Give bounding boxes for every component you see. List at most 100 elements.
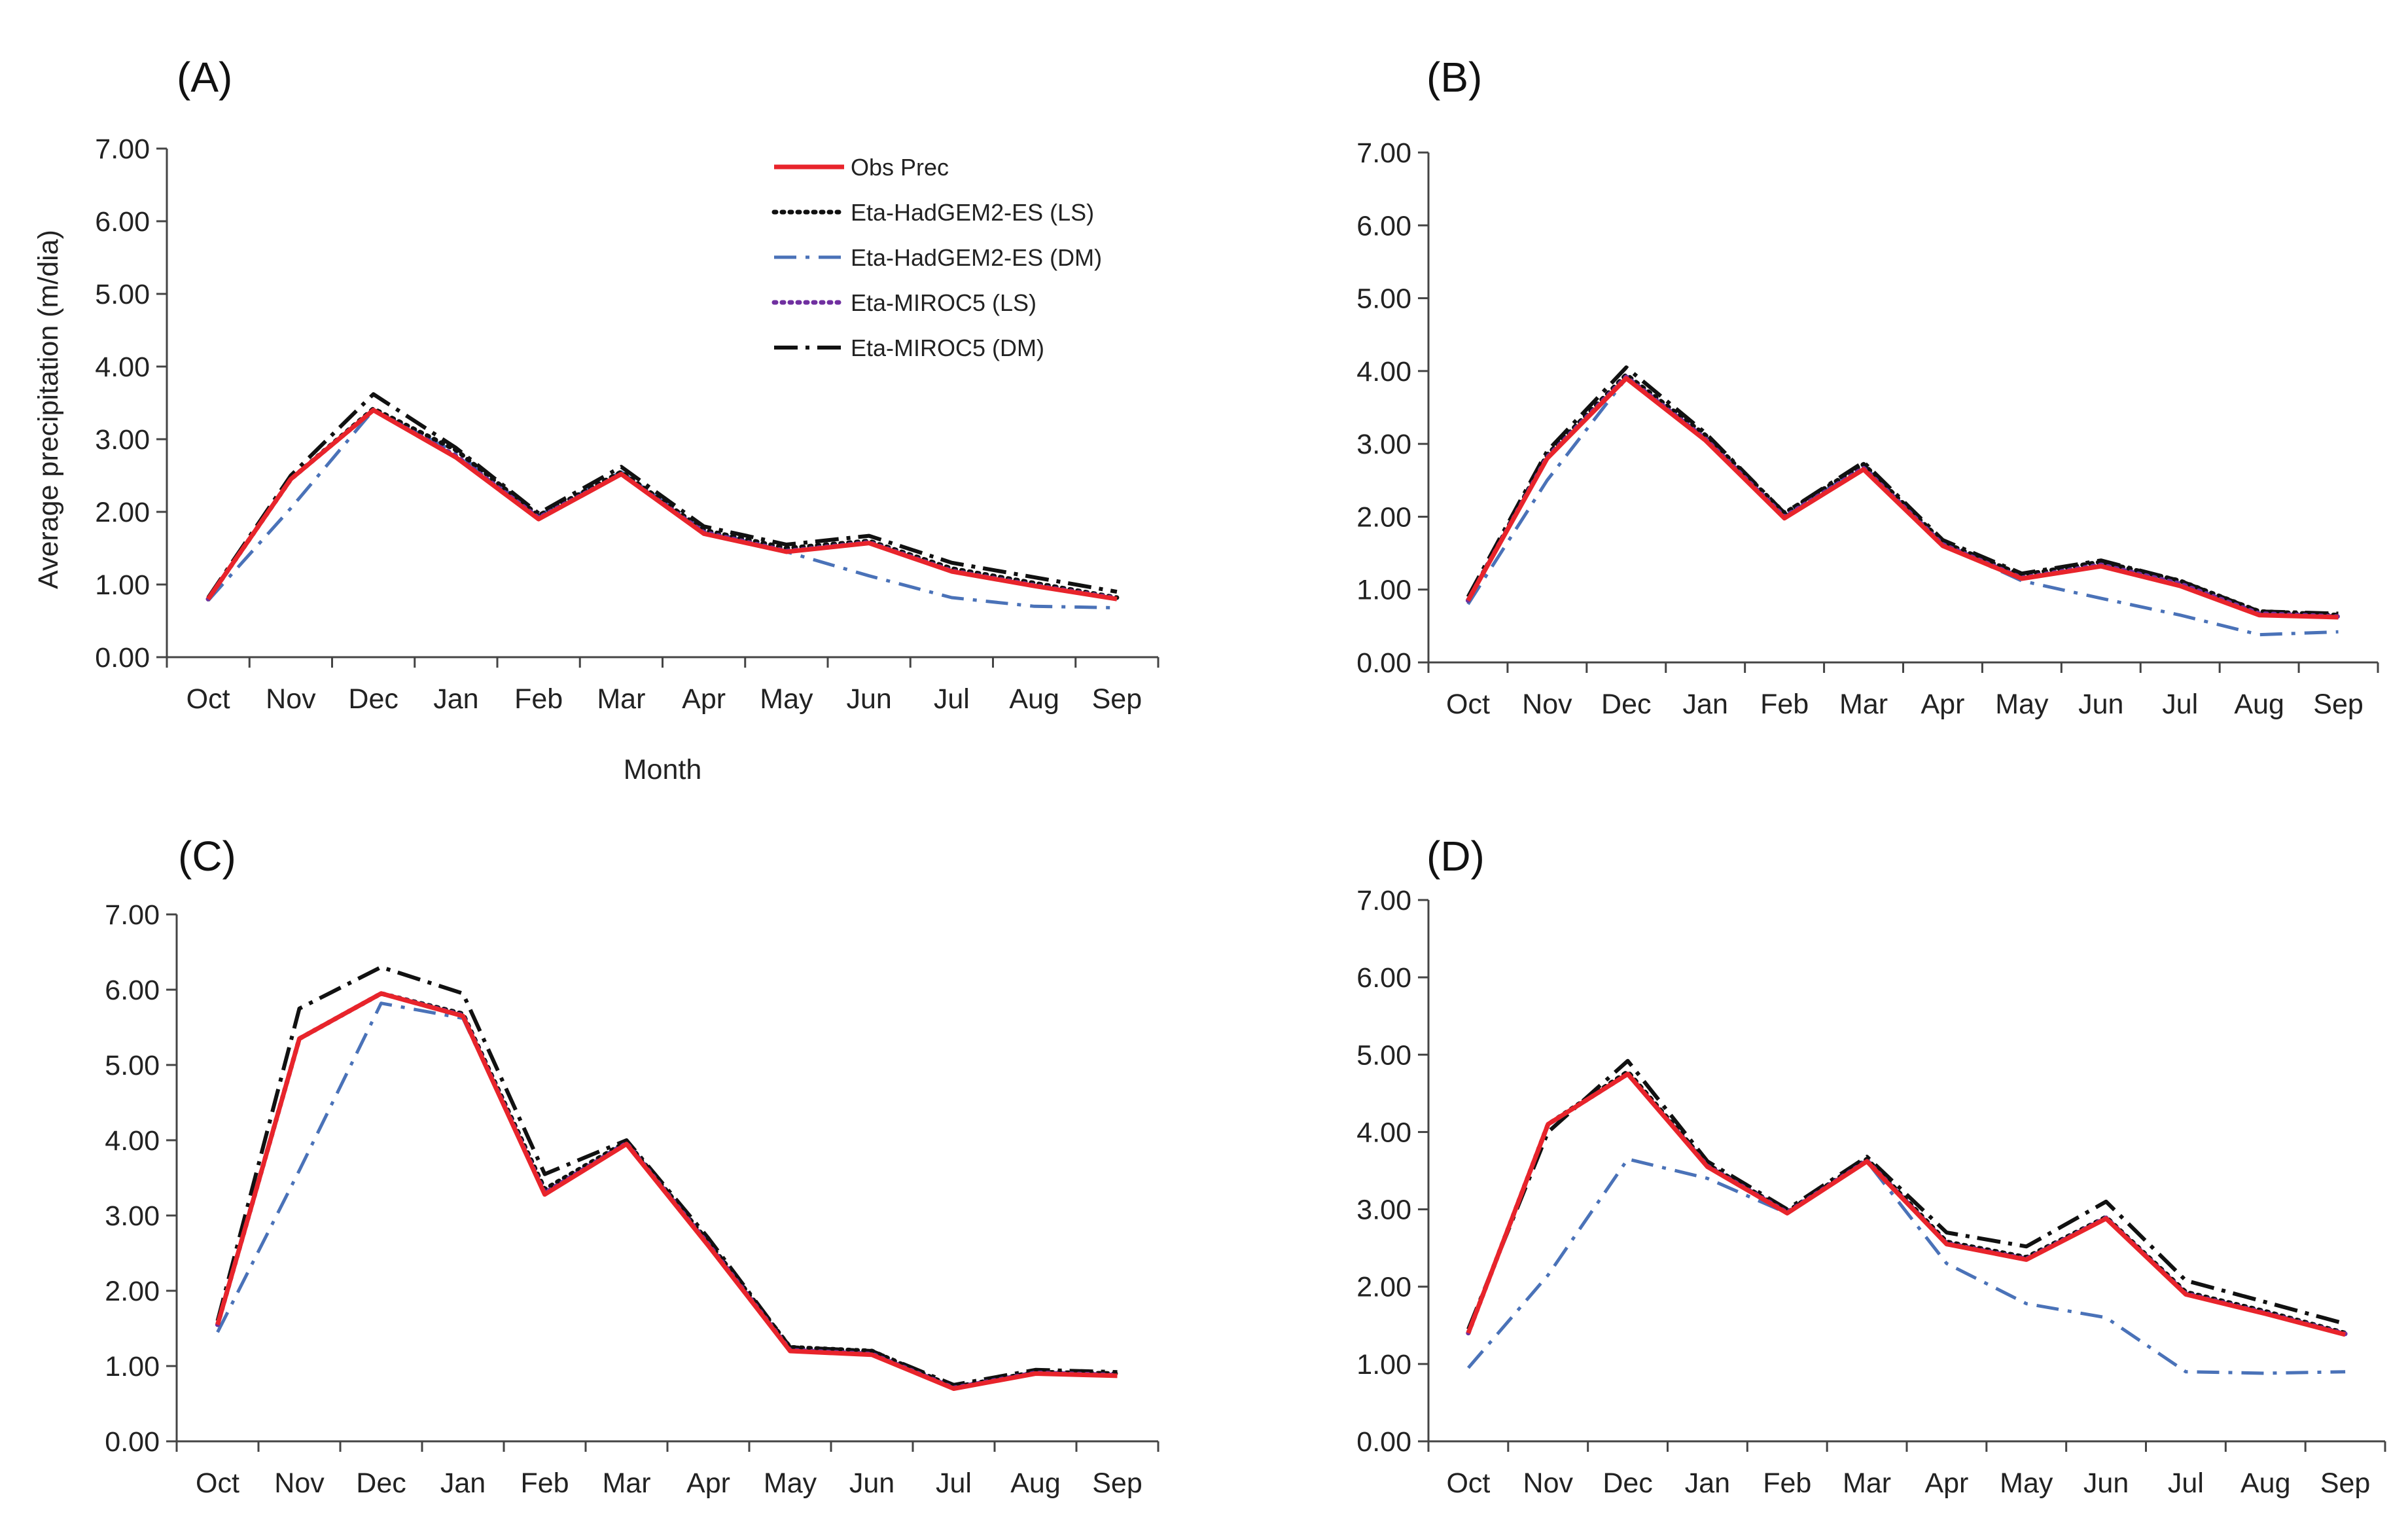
y-tick-label: 4.00 [1356,1117,1411,1148]
series-line-eta-miroc5-dm [206,392,1118,599]
y-tick-label: 4.00 [105,1125,160,1157]
panel-label: (D) [1426,833,1485,880]
x-tick-label: Mar [602,1468,650,1499]
x-tick-label: Jul [2162,689,2198,720]
x-tick-label: Jun [2083,1468,2129,1499]
y-tick-label: 1.00 [1356,1349,1411,1380]
x-tick-label: Aug [2234,689,2284,720]
y-tick-label: 3.00 [95,424,150,456]
x-tick-label: Sep [2313,689,2364,720]
x-tick-label: Apr [1924,1468,1968,1499]
legend-label: Obs Prec [851,154,949,181]
y-tick-label: 7.00 [1356,137,1411,169]
y-tick-label: 6.00 [105,975,160,1006]
y-tick-label: 5.00 [105,1050,160,1081]
series-line-eta-miroc5-dm [215,965,1118,1387]
series-line-obs-prec [215,991,1118,1391]
x-axis-title: Month [624,754,702,785]
panel-c: (C) 0.00 1.00 2.00 3.00 4.00 5.00 6.00 7.00 Oct No… [105,833,1160,1499]
x-tick-label: Oct [196,1468,239,1499]
panel-label: (B) [1426,54,1482,101]
y-tick-label: 0.00 [105,1426,160,1458]
x-tick-label: Oct [1446,689,1490,720]
y-tick-label: 7.00 [1356,885,1411,916]
legend-label: Eta-MIROC5 (DM) [851,334,1044,361]
x-tick-label: Dec [1602,1468,1652,1499]
y-tick-label: 6.00 [1356,962,1411,994]
x-tick-label: Oct [1446,1468,1490,1499]
x-tick-label: Oct [186,683,230,715]
y-tick-label: 5.00 [95,279,150,310]
x-tick-label: Jun [846,683,891,715]
x-tick-label: Nov [266,683,316,715]
y-tick-label: 1.00 [1356,575,1411,606]
y-tick-label: 3.00 [1356,1195,1411,1226]
series-line-obs-prec [1466,376,2339,620]
x-tick-label: Feb [1763,1468,1811,1499]
x-tick-label: Apr [686,1468,730,1499]
x-tick-label: Dec [356,1468,406,1499]
x-tick-label: Feb [1760,689,1809,720]
legend-label: Eta-HadGEM2-ES (DM) [851,244,1102,271]
x-tick-label: Nov [1522,689,1572,720]
x-tick-label: Jan [1683,689,1728,720]
y-tick-label: 2.00 [95,497,150,528]
x-tick-label: Jun [849,1468,894,1499]
x-tick-label: Apr [682,683,726,715]
y-tick-label: 3.00 [105,1200,160,1232]
y-tick-label: 7.00 [95,134,150,165]
x-tick-label: Jul [934,683,970,715]
panel-d: (D) 0.00 1.00 2.00 3.00 4.00 5.00 6.00 7.00 Oct No… [1356,833,2386,1499]
x-tick-label: May [764,1468,817,1499]
x-tick-label: Dec [348,683,398,715]
series-line-eta-hadgem2-es-dm [1467,1157,2346,1375]
x-tick-label: Mar [597,683,645,715]
legend-label: Eta-MIROC5 (LS) [851,289,1036,316]
y-tick-label: 5.00 [1356,1039,1411,1071]
x-tick-label: Jun [2078,689,2123,720]
y-tick-label: 1.00 [95,569,150,601]
x-tick-label: Jul [2168,1468,2204,1499]
y-tick-label: 4.00 [1356,356,1411,387]
series-line-obs-prec [1466,1072,2346,1337]
y-tick-label: 4.00 [95,351,150,383]
x-tick-label: Jan [433,683,478,715]
x-tick-label: Nov [1523,1468,1574,1499]
y-tick-label: 6.00 [95,206,150,238]
panel-b: (B) 0.00 1.00 2.00 3.00 4.00 5.00 6.00 7.00 Oct No… [1356,54,2379,720]
series-line-obs-prec [206,408,1118,602]
x-tick-label: May [1995,689,2049,720]
series-line-eta-hadgem2-es-ls [215,991,1120,1390]
y-tick-label: 7.00 [105,899,160,931]
legend-label: Eta-HadGEM2-ES (LS) [851,199,1094,226]
x-tick-label: Mar [1839,689,1888,720]
x-tick-label: Nov [274,1468,325,1499]
x-tick-label: Apr [1921,689,1964,720]
legend: Obs Prec Eta-HadGEM2-ES (LS) Eta-HadGEM2-E… [771,154,1102,361]
x-tick-label: May [760,683,813,715]
y-axis-title: Average precipitation (m/dia) [33,230,64,589]
x-tick-label: Jul [936,1468,972,1499]
x-tick-label: Feb [520,1468,569,1499]
series-line-eta-miroc5-dm [1466,1058,2346,1330]
panel-label: (A) [177,54,232,101]
y-tick-label: 0.00 [1356,647,1411,679]
y-tick-label: 5.00 [1356,283,1411,315]
y-tick-label: 6.00 [1356,210,1411,242]
y-tick-label: 1.00 [105,1351,160,1382]
y-tick-label: 0.00 [95,642,150,674]
y-tick-label: 0.00 [1356,1426,1411,1458]
x-tick-label: May [2000,1468,2053,1499]
x-tick-label: Sep [2320,1468,2371,1499]
x-tick-label: Aug [1009,683,1059,715]
x-tick-label: Feb [514,683,563,715]
y-tick-label: 2.00 [1356,1272,1411,1303]
y-tick-label: 2.00 [1356,501,1411,533]
series-line-eta-hadgem2-es-ls [1466,372,2341,618]
x-tick-label: Aug [1010,1468,1061,1499]
x-tick-label: Mar [1843,1468,1891,1499]
panel-label: (C) [178,833,236,880]
y-tick-label: 2.00 [105,1276,160,1307]
x-tick-label: Sep [1092,683,1142,715]
